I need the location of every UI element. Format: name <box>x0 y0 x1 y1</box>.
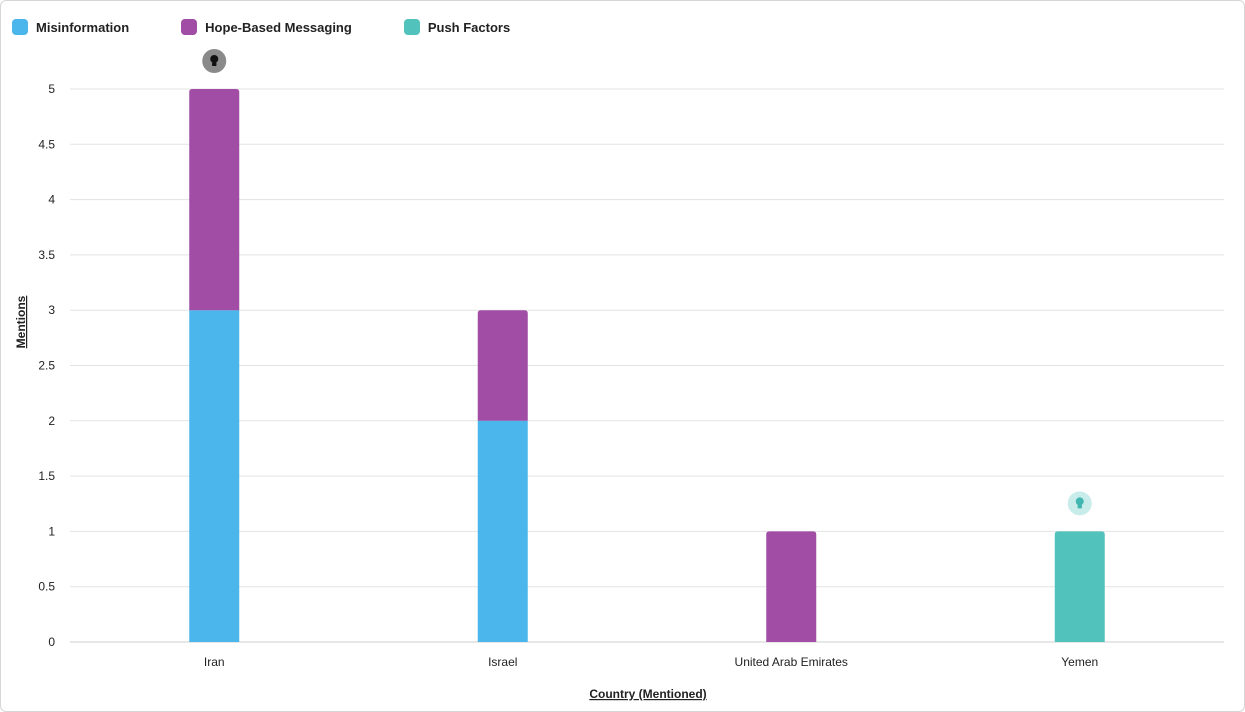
x-axis-ticks: Iran Israel United Arab Emirates Yemen <box>204 655 1098 669</box>
y-tick-label: 4 <box>48 193 55 207</box>
y-tick-label: 2.5 <box>38 359 55 373</box>
y-tick-label: 0 <box>48 635 55 649</box>
lightbulb-bulb <box>1075 497 1084 506</box>
bar-israel-hope-based-messaging[interactable] <box>477 310 528 421</box>
y-tick-label: 2 <box>48 414 55 428</box>
legend-item-misinformation[interactable]: Misinformation <box>12 19 129 35</box>
legend-label-hope-based-messaging: Hope-Based Messaging <box>205 19 352 35</box>
bar-israel-misinformation[interactable] <box>477 420 528 642</box>
lightbulb-icon[interactable] <box>202 49 227 73</box>
y-axis-ticks: 0 0.5 1 1.5 2 2.5 3 3.5 4 4.5 5 <box>38 82 55 649</box>
y-axis-title: Mentions <box>14 295 28 348</box>
legend: Misinformation Hope-Based Messaging Push… <box>12 17 562 37</box>
bar-united-arab-emirates-hope-based-messaging[interactable] <box>766 531 817 642</box>
gridlines <box>70 88 1224 643</box>
y-tick-label: 1.5 <box>38 469 55 483</box>
legend-item-push-factors[interactable]: Push Factors <box>403 19 511 35</box>
x-tick-label: Israel <box>488 655 517 669</box>
legend-swatch-hope-based-messaging <box>181 19 198 35</box>
bar-yemen-push-factors[interactable] <box>1054 531 1105 642</box>
lightbulb-base <box>212 62 217 66</box>
x-tick-label: Iran <box>204 655 225 669</box>
legend-label-misinformation: Misinformation <box>36 19 130 35</box>
lightbulb-bulb <box>210 55 219 63</box>
y-tick-label: 5 <box>48 82 55 96</box>
x-axis-title: Country (Mentioned) <box>589 687 706 701</box>
legend-label-push-factors: Push Factors <box>427 19 511 35</box>
y-tick-label: 1 <box>48 524 55 538</box>
bar-iran-misinformation[interactable] <box>189 310 240 642</box>
x-tick-label: Yemen <box>1061 655 1098 669</box>
bars <box>189 89 1105 642</box>
legend-swatch-misinformation <box>12 19 28 35</box>
legend-swatch-push-factors <box>403 19 420 35</box>
insight-markers <box>202 49 1092 516</box>
lightbulb-icon[interactable] <box>1067 491 1092 516</box>
y-tick-label: 0.5 <box>38 580 55 594</box>
y-tick-label: 3 <box>48 303 55 317</box>
bar-iran-hope-based-messaging[interactable] <box>189 89 240 311</box>
y-tick-label: 3.5 <box>38 248 55 262</box>
legend-item-hope-based-messaging[interactable]: Hope-Based Messaging <box>181 19 352 35</box>
lightbulb-base <box>1077 504 1082 509</box>
x-tick-label: United Arab Emirates <box>735 655 848 669</box>
y-tick-label: 4.5 <box>38 137 55 151</box>
